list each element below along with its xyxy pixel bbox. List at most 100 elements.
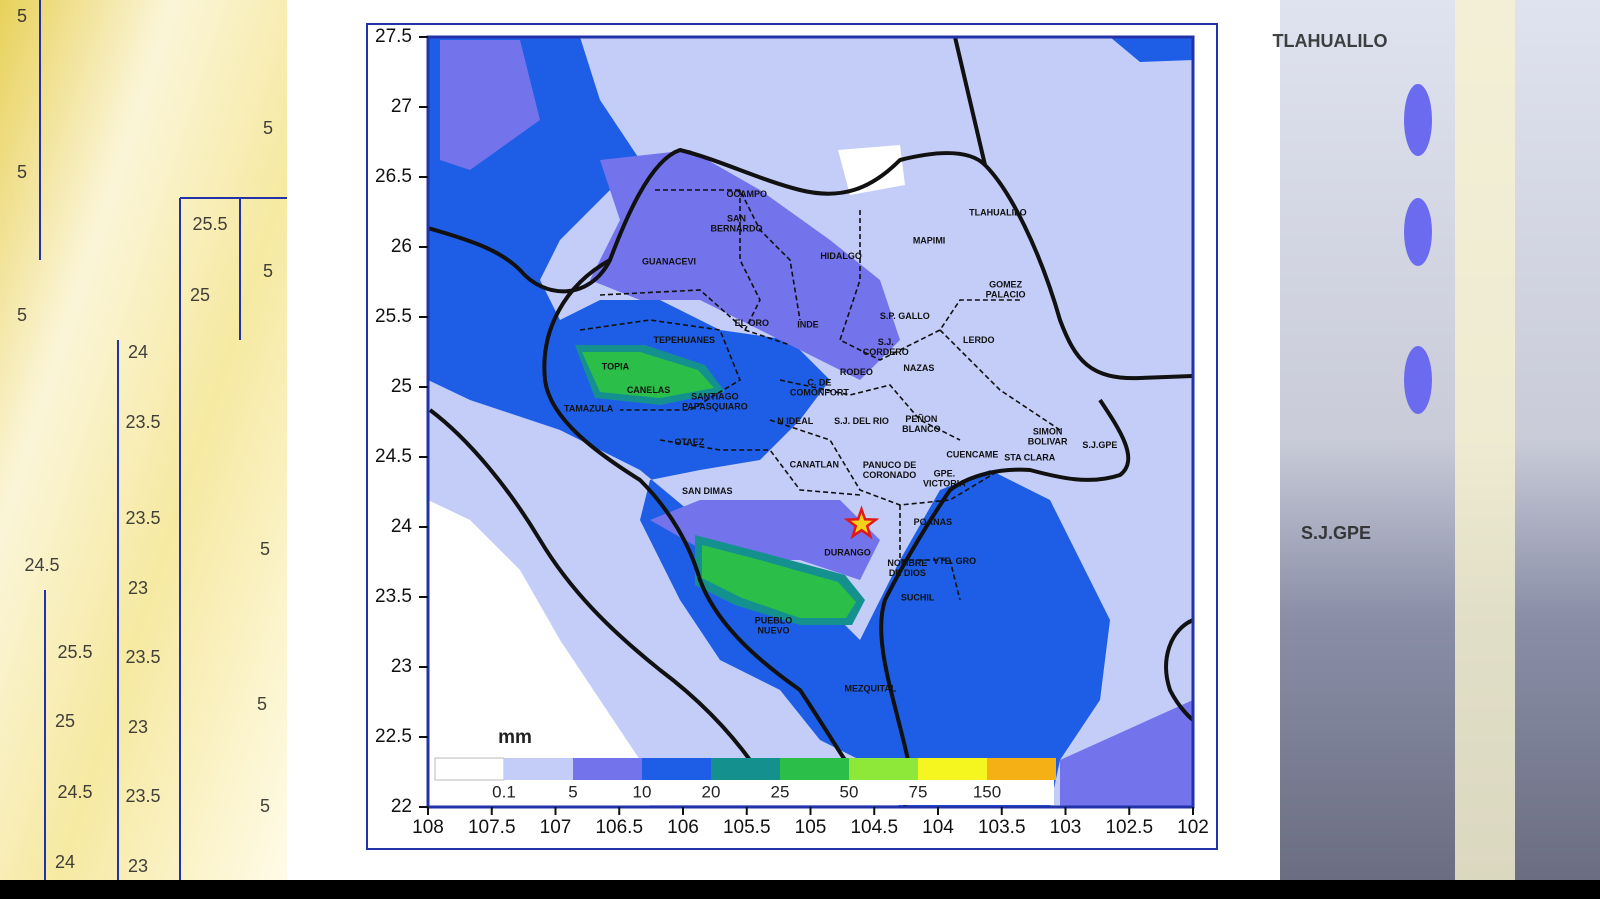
legend-level-label: 20 [702,782,721,801]
place-label-line: GOMEZ [989,280,1023,290]
place-label-line: S.J. DEL RIO [834,416,889,426]
background-label: 5 [17,305,27,325]
background-label: 23.5 [125,786,160,806]
place-label-line: S.J.GPE [1082,440,1117,450]
place-label-line: PALACIO [986,290,1026,300]
background-label: 5 [260,539,270,559]
place-label: TAMAZULA [564,404,614,414]
place-label-line: OTAEZ [674,437,704,447]
place-label: OTAEZ [674,437,704,447]
place-label: SAN BERNARDO [711,214,763,234]
place-label: NOMBRE DE DIOS [887,558,927,578]
background-label: 5 [17,162,27,182]
map-frame [366,23,1218,850]
y-tick-label: 22 [391,796,412,817]
place-label: SANTIAGO PAPASQUIARO [682,392,748,412]
background-label: 23.5 [125,647,160,667]
place-label-line: OCAMPO [727,190,768,200]
place-label-line: DURANGO [824,548,871,558]
x-tick-label: 108 [412,817,444,838]
place-label-line: COMONFORT [790,388,849,398]
y-tick-label: 22.5 [375,726,412,747]
place-label-line: S.J. [878,337,894,347]
legend-swatch [434,757,505,781]
y-tick-label: 24.5 [375,446,412,467]
legend-level-label: 150 [973,782,1001,801]
legend-swatch [504,758,573,780]
background-label: 23.5 [125,508,160,528]
legend-level-label: 0.1 [492,782,516,801]
place-label-line: TAMAZULA [564,404,614,414]
place-label: S.J. DEL RIO [834,416,889,426]
place-label: HIDALGO [820,251,862,261]
background-label: 23 [128,578,148,598]
place-label-line: CORONADO [863,470,917,480]
background-label: TLAHUALILO [1273,31,1388,51]
place-label-line: S.P. GALLO [880,311,930,321]
place-label-line: SANTIAGO [691,392,739,402]
place-label-line: STA CLARA [1004,453,1055,463]
legend-level-label: 10 [633,782,652,801]
x-tick-label: 105.5 [723,817,771,838]
legend-swatch [849,758,918,780]
place-label-line: TOPIA [602,362,630,372]
legend-level-label: 50 [840,782,859,801]
place-label: POANAS [914,517,953,527]
place-label: TLAHUALILO [969,208,1027,218]
place-label-line: LERDO [963,335,995,345]
place-label-line: C. DE [807,378,831,388]
place-label-line: SUCHIL [901,593,935,603]
place-label-line: VTE. GRO [933,556,976,566]
right-blobs [1404,84,1432,414]
place-label: PUEBLO NUEVO [755,616,793,636]
place-label: SAN DIMAS [682,486,733,496]
place-label: LERDO [963,335,995,345]
place-label-line: INDE [797,320,819,330]
place-label: PANUCO DE CORONADO [863,460,917,480]
precipitation-field [428,37,1193,807]
right-background [1280,0,1600,880]
background-label: 23 [128,717,148,737]
legend-swatch [780,758,849,780]
place-label: GPE. VICTORIA [923,469,966,489]
background-label: 25.5 [192,214,227,234]
legend-swatch [711,758,780,780]
place-label-line: PEÑON [905,414,937,424]
x-tick-label: 103 [1050,817,1082,838]
x-tick-label: 102.5 [1105,817,1153,838]
place-label-line: NAZAS [903,363,934,373]
left-background [0,0,287,880]
background-label: 25.5 [57,642,92,662]
left-panel-frames [39,0,287,880]
x-tick-label: 105 [795,817,827,838]
place-label-line: N IDEAL [777,416,814,426]
x-tick-label: 104 [922,817,954,838]
location-marker [843,505,880,540]
place-label-line: TLAHUALILO [969,208,1027,218]
place-label: TEPEHUANES [654,335,716,345]
place-label-line: CANATLAN [790,460,839,470]
background-label: 25 [55,711,75,731]
place-label-line: SAN DIMAS [682,486,733,496]
place-label-line: BLANCO [902,424,941,434]
place-label: INDE [797,320,819,330]
place-label: EL ORO [735,318,769,328]
place-label: GOMEZ PALACIO [986,280,1026,300]
place-label: STA CLARA [1004,453,1055,463]
place-label-line: HIDALGO [820,251,862,261]
place-label: S.P. GALLO [880,311,930,321]
y-tick-label: 23.5 [375,586,412,607]
y-tick-label: 25 [391,376,412,397]
place-label: C. DE COMONFORT [790,378,849,398]
y-tick-label: 24 [391,516,413,537]
legend-swatch [642,758,711,780]
x-tick-label: 104.5 [850,817,898,838]
x-tick-label: 106 [667,817,699,838]
legend-swatch [573,758,642,780]
place-label-line: PUEBLO [755,616,793,626]
place-label-line: SAN [727,214,746,224]
y-tick-label: 27 [391,96,412,117]
place-label-line: PAPASQUIARO [682,402,748,412]
place-label-line: CUENCAME [946,450,998,460]
